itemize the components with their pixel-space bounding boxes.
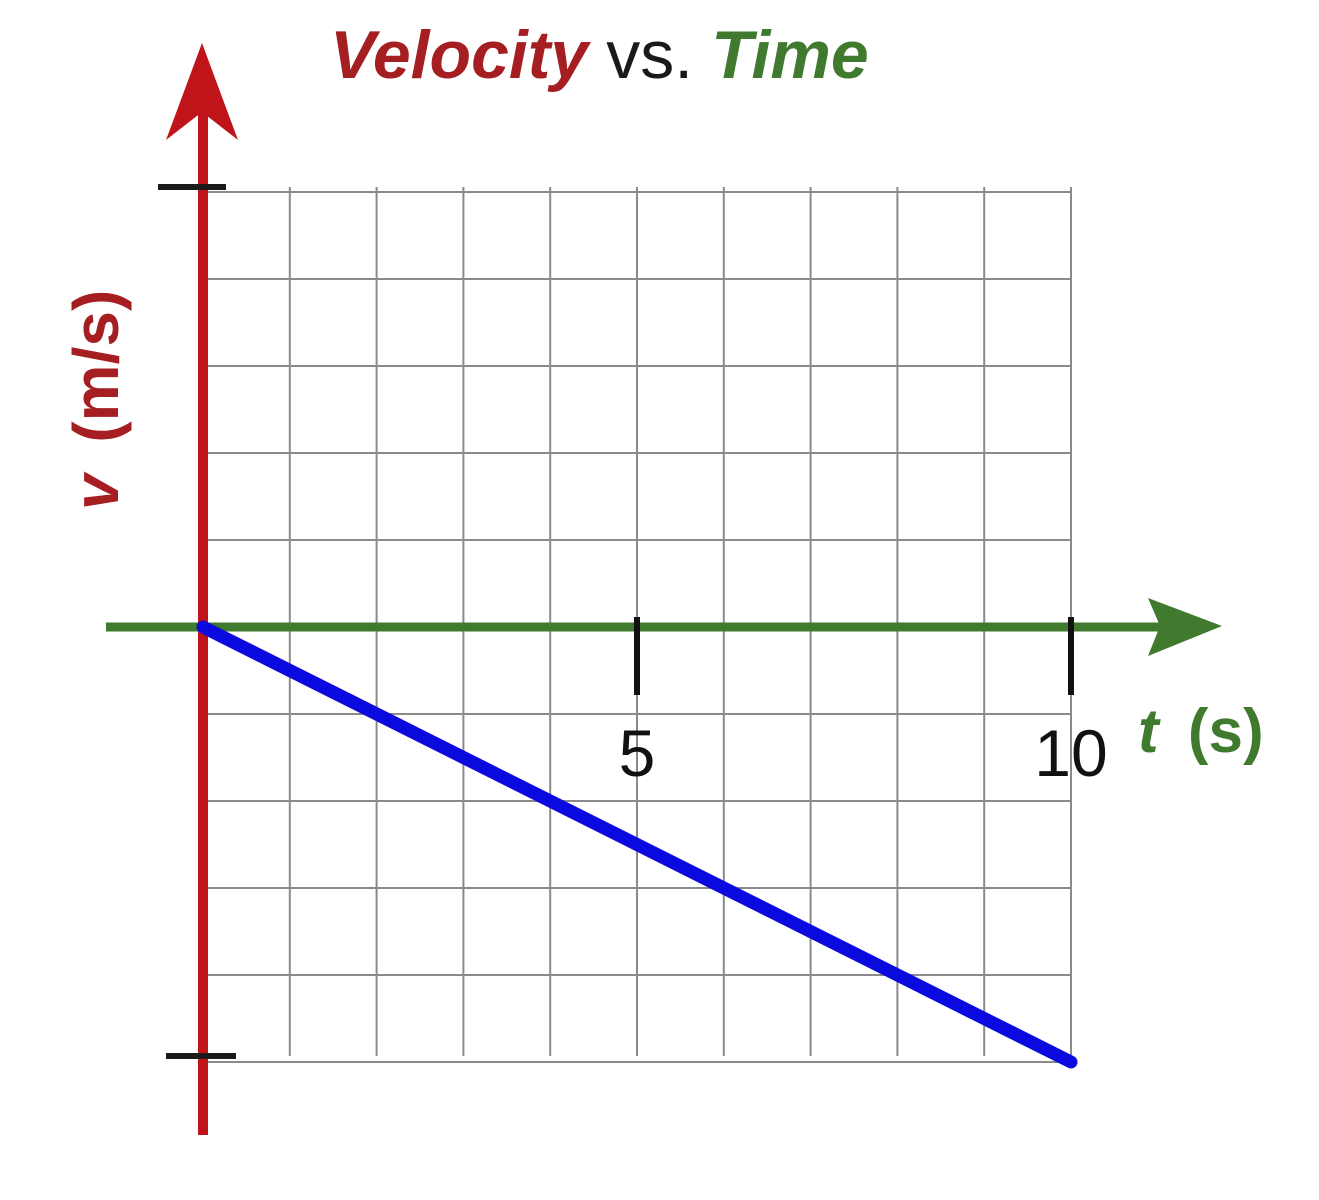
x-tick-label: 5	[619, 716, 656, 790]
y-axis-arrowhead	[166, 43, 238, 140]
title-vs: vs.	[606, 17, 693, 93]
x-axis-unit: (s)	[1188, 697, 1264, 766]
x-ticks: 5 10	[619, 617, 1108, 790]
x-axis-label: t (s)	[1138, 697, 1264, 766]
y-axis-unit: (m/s)	[60, 290, 132, 443]
x-tick-label: 10	[1034, 716, 1107, 790]
x-axis-var: t	[1138, 697, 1161, 766]
title-time: Time	[711, 17, 868, 93]
y-axis-var: v	[60, 471, 132, 510]
title-velocity: Velocity	[330, 17, 591, 93]
y-axis-label: v (m/s)	[60, 290, 132, 510]
chart-title: Velocity vs. Time	[330, 17, 869, 93]
series-layer	[196, 620, 1078, 1069]
x-axis-arrowhead	[1148, 598, 1222, 656]
grid	[202, 187, 1072, 1063]
velocity-series-line	[196, 620, 1078, 1069]
axes	[106, 43, 1222, 1135]
